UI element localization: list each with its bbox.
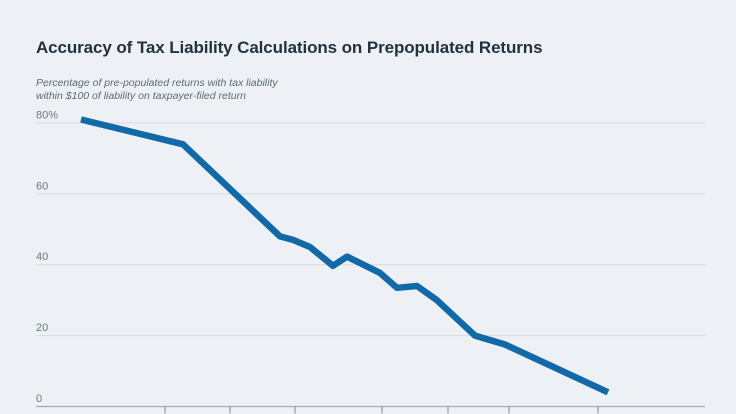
y-axis-tick-label: 40: [36, 251, 48, 263]
data-line-series: [80, 116, 610, 396]
chart-title: Accuracy of Tax Liability Calculations o…: [36, 38, 543, 58]
y-axis-tick-label: 80%: [36, 109, 58, 121]
y-axis-tick-label: 0: [36, 393, 42, 405]
y-axis-tick-label: 20: [36, 322, 48, 334]
y-axis-tick-label: 60: [36, 180, 48, 192]
chart-subtitle-line-2: within $100 of liability on taxpayer-fil…: [36, 89, 246, 102]
chart-subtitle: Percentage of pre-populated returns with…: [36, 77, 456, 102]
chart-subtitle-line-1: Percentage of pre-populated returns with…: [36, 77, 278, 89]
